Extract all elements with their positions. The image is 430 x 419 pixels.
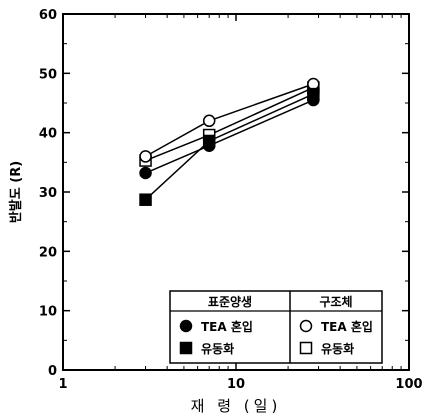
y-tick-label: 40 <box>39 127 57 142</box>
y-tick-label: 60 <box>39 8 57 23</box>
legend-circle-marker <box>179 319 193 333</box>
circle-marker <box>202 139 216 152</box>
series-line <box>145 86 314 162</box>
series-line <box>145 93 314 201</box>
series-0 <box>145 99 314 174</box>
circle-marker <box>139 166 152 180</box>
series-markers-2 <box>139 77 320 163</box>
axis-ticks: 0 10 20 30 40 50 60 1 10 100 <box>39 8 423 392</box>
series-line <box>145 83 314 158</box>
circle-marker <box>202 114 216 128</box>
y-tick-label: 50 <box>39 67 57 82</box>
legend-box <box>169 290 383 364</box>
series-2 <box>145 83 314 158</box>
legend-group-title: 표준양생 <box>208 294 252 309</box>
legend-square-marker <box>179 341 193 355</box>
y-axis-label: 반발도 (R) <box>8 161 24 223</box>
circle-marker <box>307 93 320 107</box>
x-tick-label: 10 <box>227 377 245 392</box>
series-3 <box>145 86 314 162</box>
legend-item-label: TEA 혼입 <box>201 319 253 334</box>
series-line <box>145 99 314 174</box>
series-layer <box>139 77 320 206</box>
legend-item-label: 유동화 <box>201 341 234 356</box>
legend-circle-marker <box>299 319 313 333</box>
legend-item-label: TEA 혼입 <box>321 319 373 334</box>
x-tick-label: 100 <box>395 377 422 392</box>
y-tick-label: 20 <box>39 245 57 260</box>
circle-marker <box>139 150 152 163</box>
series-markers-1 <box>139 87 320 206</box>
square-marker <box>139 193 152 206</box>
series-1 <box>145 93 314 201</box>
x-tick-label: 1 <box>58 377 67 392</box>
y-tick-label: 30 <box>39 186 57 201</box>
legend-square-marker <box>299 341 313 355</box>
y-tick-label: 0 <box>48 364 57 379</box>
series-markers-0 <box>139 93 320 180</box>
y-tick-label: 10 <box>39 305 57 320</box>
legend-group-title: 구조체 <box>319 294 352 309</box>
series-markers-3 <box>139 81 320 167</box>
legend-item-label: 유동화 <box>321 341 354 356</box>
x-axis-label: 재 령 (일) <box>191 397 282 415</box>
